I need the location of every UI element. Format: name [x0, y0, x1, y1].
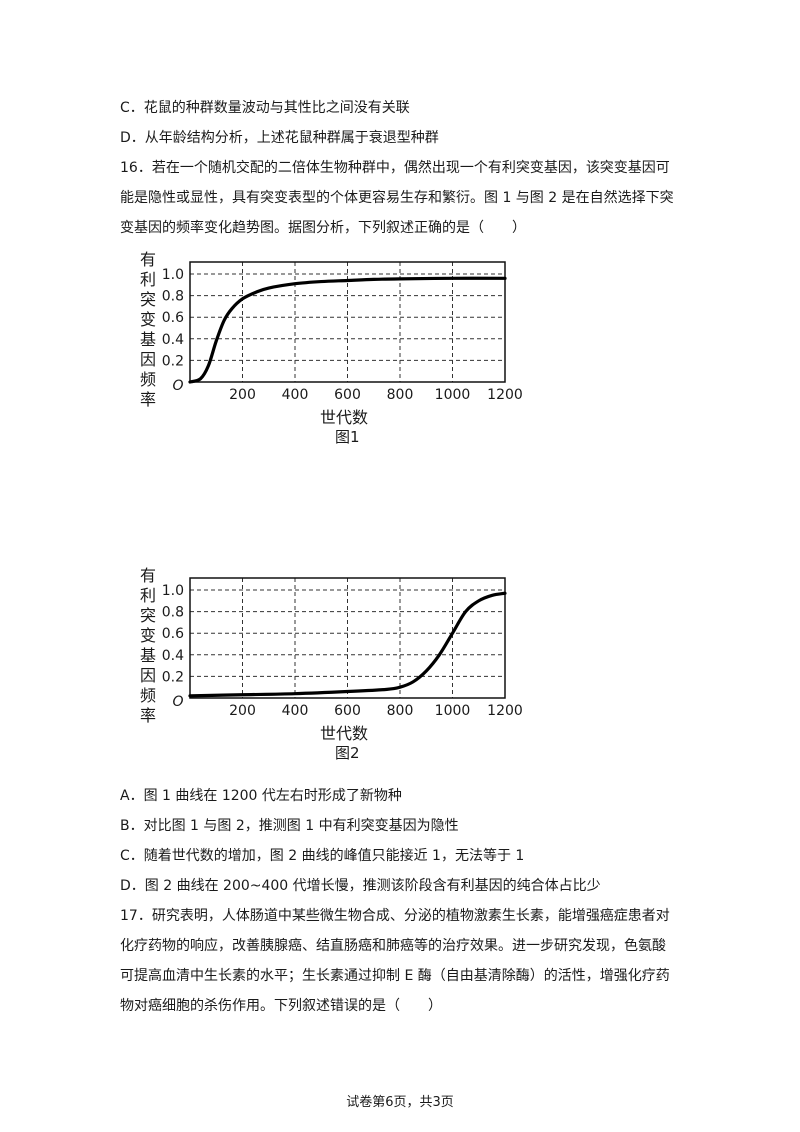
- y-axis-label: 有利突变基因频率: [138, 250, 158, 410]
- origin-label: O: [172, 378, 183, 394]
- y-tick-label: 0.4: [162, 648, 184, 664]
- x-tick-label: 400: [282, 387, 309, 403]
- frequency-curve: [188, 276, 507, 384]
- figure-caption: 图1: [335, 428, 360, 446]
- x-axis-label: 世代数: [320, 408, 369, 427]
- question-16-line-2: 能是隐性或显性，具有突变表型的个体更容易生存和繁衍。图 1 与图 2 是在自然选…: [120, 190, 674, 206]
- option-d-q15: D．从年龄结构分析，上述花鼠种群属于衰退型种群: [120, 130, 439, 146]
- x-tick-label: 800: [387, 387, 414, 403]
- option-b-q16: B．对比图 1 与图 2，推测图 1 中有利突变基因为隐性: [120, 818, 459, 834]
- x-tick-label: 600: [334, 387, 361, 403]
- question-17-line-2: 化疗药物的响应，改善胰腺癌、结直肠癌和肺癌等的治疗效果。进一步研究发现，色氨酸: [120, 938, 666, 954]
- y-axis-label-char: 频: [139, 370, 156, 389]
- y-axis-label-char: 利: [139, 586, 156, 605]
- y-tick-label: 0.8: [162, 289, 184, 305]
- option-c-q16: C．随着世代数的增加，图 2 曲线的峰值只能接近 1，无法等于 1: [120, 848, 525, 864]
- y-axis-label-char: 率: [139, 390, 156, 409]
- origin-label: O: [172, 694, 183, 710]
- y-tick-label: 0.4: [162, 332, 184, 348]
- x-axis-label: 世代数: [320, 724, 369, 743]
- y-axis-label-char: 基: [139, 330, 156, 349]
- plot-frame: [189, 261, 506, 383]
- y-tick-label: 1.0: [162, 583, 184, 599]
- y-tick-label: 0.2: [162, 353, 184, 369]
- y-axis-label-char: 变: [139, 626, 156, 645]
- x-tick-label: 600: [334, 703, 361, 719]
- figure-1: 有利突变基因频率 200 400 600 800 1000 1200 0.2 0.4 0.6 0.…: [130, 250, 530, 446]
- frequency-curve: [188, 591, 507, 698]
- y-axis-label-char: 突: [139, 606, 156, 625]
- plot-frame: [189, 577, 506, 699]
- question-16-line-3: 变基因的频率变化趋势图。据图分析，下列叙述正确的是（ ）: [120, 220, 526, 236]
- y-axis-label-char: 基: [139, 646, 156, 665]
- x-tick-label: 1200: [487, 703, 523, 719]
- question-17-line-4: 物对癌细胞的杀伤作用。下列叙述错误的是（ ）: [120, 998, 442, 1014]
- y-tick-label: 0.6: [162, 310, 184, 326]
- y-axis-label-char: 有: [139, 250, 156, 269]
- figure-2: 有利突变基因频率 200 400 600 800 1000 1200 0.2 0.4 0.6 0.…: [130, 566, 530, 762]
- x-tick-label: 400: [282, 703, 309, 719]
- y-tick-label: 0.6: [162, 626, 184, 642]
- x-tick-label: 1000: [435, 387, 471, 403]
- y-axis-label-char: 因: [139, 666, 156, 685]
- y-axis-label-char: 利: [139, 270, 156, 289]
- y-axis-label-char: 突: [139, 290, 156, 309]
- y-axis-label-char: 频: [139, 686, 156, 705]
- page-footer: 试卷第6页，共3页: [346, 1095, 454, 1110]
- question-17-line-3: 可提高血清中生长素的水平；生长素通过抑制 E 酶（自由基清除酶）的活性，增强化疗…: [120, 968, 670, 984]
- question-17-line-1: 17．研究表明，人体肠道中某些微生物合成、分泌的植物激素生长素，能增强癌症患者对: [120, 908, 670, 924]
- option-d-q16: D．图 2 曲线在 200~400 代增长慢，推测该阶段含有利基因的纯合体占比少: [120, 878, 601, 894]
- option-c-q15: C．花鼠的种群数量波动与其性比之间没有关联: [120, 100, 410, 116]
- x-tick-label: 1000: [435, 703, 471, 719]
- x-tick-label: 200: [229, 387, 256, 403]
- y-axis-label-char: 变: [139, 310, 156, 329]
- y-axis-label-char: 有: [139, 566, 156, 585]
- option-a-q16: A．图 1 曲线在 1200 代左右时形成了新物种: [120, 788, 402, 804]
- question-16-line-1: 16．若在一个随机交配的二倍体生物种群中，偶然出现一个有利突变基因，该突变基因可: [120, 160, 670, 176]
- y-axis-label: 有利突变基因频率: [138, 566, 158, 726]
- y-tick-label: 0.8: [162, 605, 184, 621]
- y-tick-label: 1.0: [162, 267, 184, 283]
- figure-2-plot: 200 400 600 800 1000 1200 0.2 0.4 0.6 0.8 1.0 O: [162, 577, 523, 719]
- y-tick-label: 0.2: [162, 669, 184, 685]
- x-tick-label: 1200: [487, 387, 523, 403]
- x-tick-label: 200: [229, 703, 256, 719]
- figure-caption: 图2: [335, 744, 360, 762]
- y-axis-label-char: 因: [139, 350, 156, 369]
- x-tick-label: 800: [387, 703, 414, 719]
- y-axis-label-char: 率: [139, 706, 156, 725]
- figure-1-plot: 200 400 600 800 1000 1200 0.2 0.4 0.6 0.8 1.0 O: [162, 261, 523, 403]
